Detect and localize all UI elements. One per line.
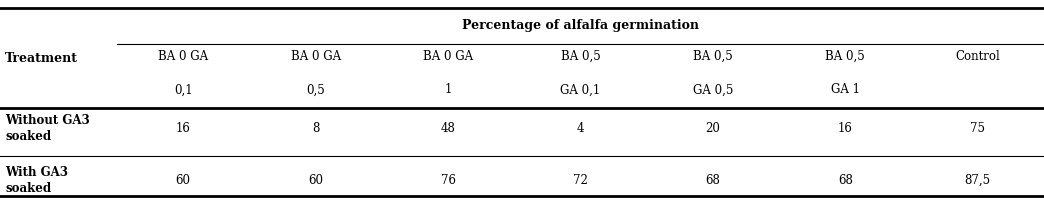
- Text: With GA3
soaked: With GA3 soaked: [5, 166, 68, 194]
- Text: 0,1: 0,1: [174, 83, 192, 96]
- Text: BA 0 GA: BA 0 GA: [158, 49, 208, 62]
- Text: 76: 76: [441, 173, 455, 186]
- Text: 8: 8: [312, 121, 319, 134]
- Text: BA 0,5: BA 0,5: [826, 49, 865, 62]
- Text: 60: 60: [175, 173, 191, 186]
- Text: Treatment: Treatment: [5, 51, 78, 64]
- Text: 16: 16: [175, 121, 191, 134]
- Text: 4: 4: [576, 121, 585, 134]
- Text: Percentage of alfalfa germination: Percentage of alfalfa germination: [461, 20, 699, 32]
- Text: BA 0 GA: BA 0 GA: [290, 49, 340, 62]
- Text: Control: Control: [955, 49, 1000, 62]
- Text: 16: 16: [838, 121, 853, 134]
- Text: GA 0,1: GA 0,1: [561, 83, 600, 96]
- Text: GA 0,5: GA 0,5: [693, 83, 733, 96]
- Text: 68: 68: [838, 173, 853, 186]
- Text: 0,5: 0,5: [306, 83, 325, 96]
- Text: BA 0,5: BA 0,5: [693, 49, 733, 62]
- Text: 1: 1: [445, 83, 452, 96]
- Text: 75: 75: [970, 121, 986, 134]
- Text: Without GA3
soaked: Without GA3 soaked: [5, 114, 90, 142]
- Text: 48: 48: [441, 121, 455, 134]
- Text: 20: 20: [706, 121, 720, 134]
- Text: 60: 60: [308, 173, 323, 186]
- Text: BA 0,5: BA 0,5: [561, 49, 600, 62]
- Text: GA 1: GA 1: [831, 83, 860, 96]
- Text: BA 0 GA: BA 0 GA: [423, 49, 473, 62]
- Text: 68: 68: [706, 173, 720, 186]
- Text: 72: 72: [573, 173, 588, 186]
- Text: 87,5: 87,5: [965, 173, 991, 186]
